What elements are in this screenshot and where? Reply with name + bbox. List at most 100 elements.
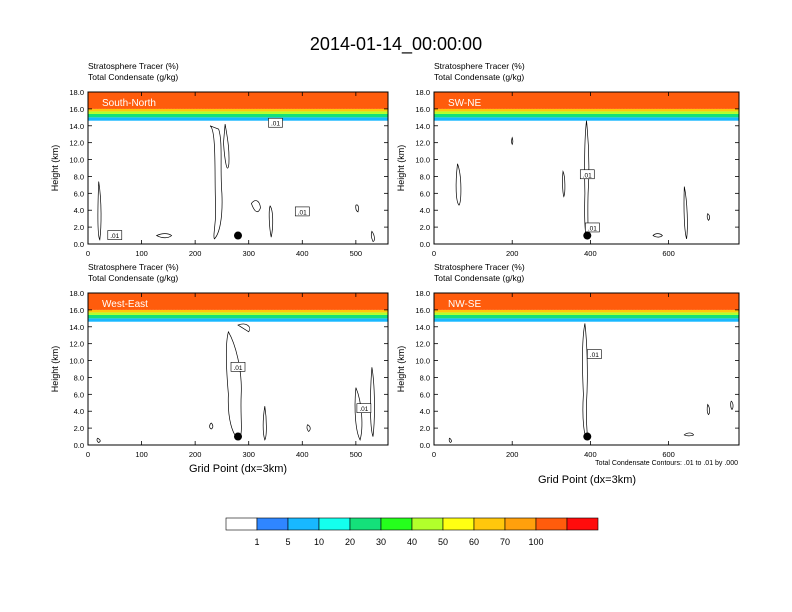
tracer-streak bbox=[479, 106, 481, 109]
tracer-streak bbox=[139, 301, 141, 310]
tracer-streak bbox=[184, 100, 186, 109]
tracer-streak bbox=[662, 304, 664, 310]
tracer-streak bbox=[91, 103, 93, 109]
tracer-streak bbox=[587, 307, 589, 310]
contour-label-box bbox=[579, 169, 595, 180]
tracer-streak bbox=[440, 100, 442, 109]
contour-label-box bbox=[587, 349, 602, 359]
tracer-streak bbox=[653, 304, 655, 310]
tracer-band bbox=[434, 108, 739, 112]
tracer-streak bbox=[199, 304, 201, 310]
tracer-streak bbox=[205, 307, 207, 310]
tracer-streak bbox=[563, 304, 565, 310]
tracer-band bbox=[434, 314, 739, 319]
tracer-streak bbox=[178, 307, 180, 310]
tracer-streak bbox=[232, 307, 234, 310]
y-tick-label: 14.0 bbox=[415, 323, 430, 332]
tracer-streak bbox=[136, 103, 138, 109]
tracer-streak bbox=[124, 106, 126, 109]
y-tick-label: 14.0 bbox=[69, 122, 84, 131]
tracer-streak bbox=[301, 301, 303, 310]
tracer-streak bbox=[500, 103, 502, 109]
tracer-streak bbox=[226, 103, 228, 109]
colorbar-cell bbox=[442, 517, 475, 531]
tracer-streak bbox=[695, 307, 697, 310]
tracer-streak bbox=[346, 100, 348, 109]
condensate-contour bbox=[511, 136, 514, 146]
y-tick-label: 18.0 bbox=[69, 289, 84, 298]
tracer-streak bbox=[370, 304, 372, 310]
tracer-streak bbox=[307, 103, 309, 109]
tracer-streak bbox=[223, 307, 225, 310]
tracer-streak bbox=[145, 304, 147, 310]
tracer-streak bbox=[719, 100, 721, 109]
tracer-streak bbox=[112, 100, 114, 109]
tracer-streak bbox=[635, 304, 637, 310]
y-tick-label: 0.0 bbox=[420, 441, 430, 450]
x-tick-label: 0 bbox=[432, 450, 436, 459]
tracer-streak bbox=[665, 100, 667, 109]
tracer-streak bbox=[575, 301, 577, 310]
tracer-streak bbox=[184, 301, 186, 310]
tracer-band bbox=[88, 314, 388, 319]
tracer-streak bbox=[304, 307, 306, 310]
tracer-streak bbox=[467, 301, 469, 310]
tracer-streak bbox=[539, 301, 541, 310]
tracer-streak bbox=[449, 301, 451, 310]
tracer-streak bbox=[692, 301, 694, 310]
condensate-contour bbox=[97, 181, 102, 241]
tracer-streak bbox=[653, 103, 655, 109]
tracer-streak bbox=[229, 100, 231, 109]
tracer-streak bbox=[722, 106, 724, 109]
y-tick-label: 12.0 bbox=[69, 340, 84, 349]
tracer-streak bbox=[476, 301, 478, 310]
tracer-streak bbox=[566, 100, 568, 109]
tracer-streak bbox=[316, 103, 318, 109]
tracer-streak bbox=[349, 106, 351, 109]
tracer-streak bbox=[506, 307, 508, 310]
tracer-band bbox=[434, 113, 739, 118]
panel-header-tracer: Stratosphere Tracer (%) bbox=[88, 61, 179, 71]
y-tick-label: 18.0 bbox=[415, 289, 430, 298]
tracer-streak bbox=[734, 304, 736, 310]
y-tick-label: 4.0 bbox=[420, 206, 430, 215]
tracer-streak bbox=[599, 304, 601, 310]
panel-header-condensate: Total Condensate (g/kg) bbox=[434, 72, 524, 82]
tracer-streak bbox=[355, 301, 357, 310]
condensate-contour bbox=[96, 437, 101, 443]
tracer-streak bbox=[671, 304, 673, 310]
contour-label-box bbox=[107, 230, 123, 240]
tracer-streak bbox=[343, 304, 345, 310]
tracer-streak bbox=[677, 106, 679, 109]
y-tick-label: 18.0 bbox=[69, 88, 84, 97]
tracer-streak bbox=[650, 307, 652, 310]
tracer-streak bbox=[569, 106, 571, 109]
tracer-streak bbox=[581, 103, 583, 109]
y-axis-label: Height (km) bbox=[50, 145, 60, 192]
tracer-streak bbox=[139, 100, 141, 109]
tracer-streak bbox=[647, 301, 649, 310]
tracer-streak bbox=[530, 100, 532, 109]
tracer-streak bbox=[623, 307, 625, 310]
tracer-streak bbox=[112, 301, 114, 310]
tracer-band bbox=[88, 309, 388, 313]
tracer-streak bbox=[560, 307, 562, 310]
condensate-contour bbox=[223, 124, 230, 169]
tracer-streak bbox=[94, 301, 96, 310]
tracer-streak bbox=[620, 100, 622, 109]
tracer-streak bbox=[334, 103, 336, 109]
tracer-streak bbox=[307, 304, 309, 310]
tracer-streak bbox=[464, 103, 466, 109]
tracer-streak bbox=[467, 100, 469, 109]
tracer-streak bbox=[554, 304, 556, 310]
condensate-contour bbox=[683, 432, 695, 437]
y-tick-label: 2.0 bbox=[420, 223, 430, 232]
tracer-streak bbox=[464, 304, 466, 310]
tracer-band bbox=[434, 111, 739, 114]
tracer-streak bbox=[689, 304, 691, 310]
chart-panel: Stratosphere Tracer (%)Total Condensate … bbox=[50, 61, 389, 258]
x-tick-label: 400 bbox=[296, 249, 309, 258]
tracer-streak bbox=[542, 106, 544, 109]
tracer-streak bbox=[223, 106, 225, 109]
condensate-contour bbox=[455, 163, 462, 206]
